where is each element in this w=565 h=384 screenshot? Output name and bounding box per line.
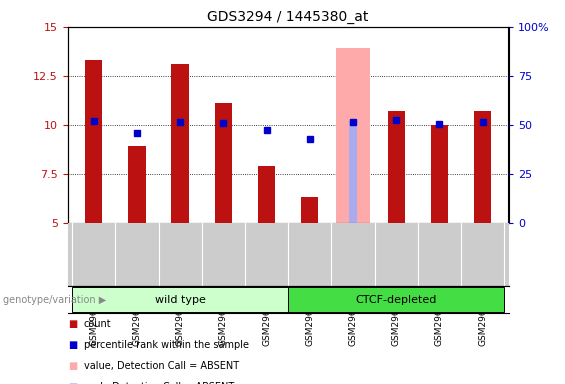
Text: rank, Detection Call = ABSENT: rank, Detection Call = ABSENT — [84, 382, 234, 384]
Text: ■: ■ — [68, 361, 77, 371]
Text: value, Detection Call = ABSENT: value, Detection Call = ABSENT — [84, 361, 239, 371]
Text: genotype/variation ▶: genotype/variation ▶ — [3, 295, 106, 305]
Bar — [388, 111, 405, 223]
Text: ■: ■ — [68, 382, 77, 384]
Bar — [72, 286, 288, 313]
Text: CTCF-depleted: CTCF-depleted — [355, 295, 437, 305]
Bar — [172, 64, 189, 223]
Bar — [215, 103, 232, 223]
Text: percentile rank within the sample: percentile rank within the sample — [84, 340, 249, 350]
Bar — [128, 146, 146, 223]
Bar — [288, 286, 504, 313]
Text: count: count — [84, 319, 111, 329]
Title: GDS3294 / 1445380_at: GDS3294 / 1445380_at — [207, 10, 369, 25]
Bar — [474, 111, 491, 223]
Bar — [258, 166, 275, 223]
Text: ■: ■ — [68, 319, 77, 329]
Text: wild type: wild type — [155, 295, 206, 305]
Bar — [349, 121, 357, 223]
Bar — [431, 125, 448, 223]
Bar — [85, 60, 102, 223]
Text: ■: ■ — [68, 340, 77, 350]
Bar — [336, 48, 370, 223]
Bar — [301, 197, 319, 223]
